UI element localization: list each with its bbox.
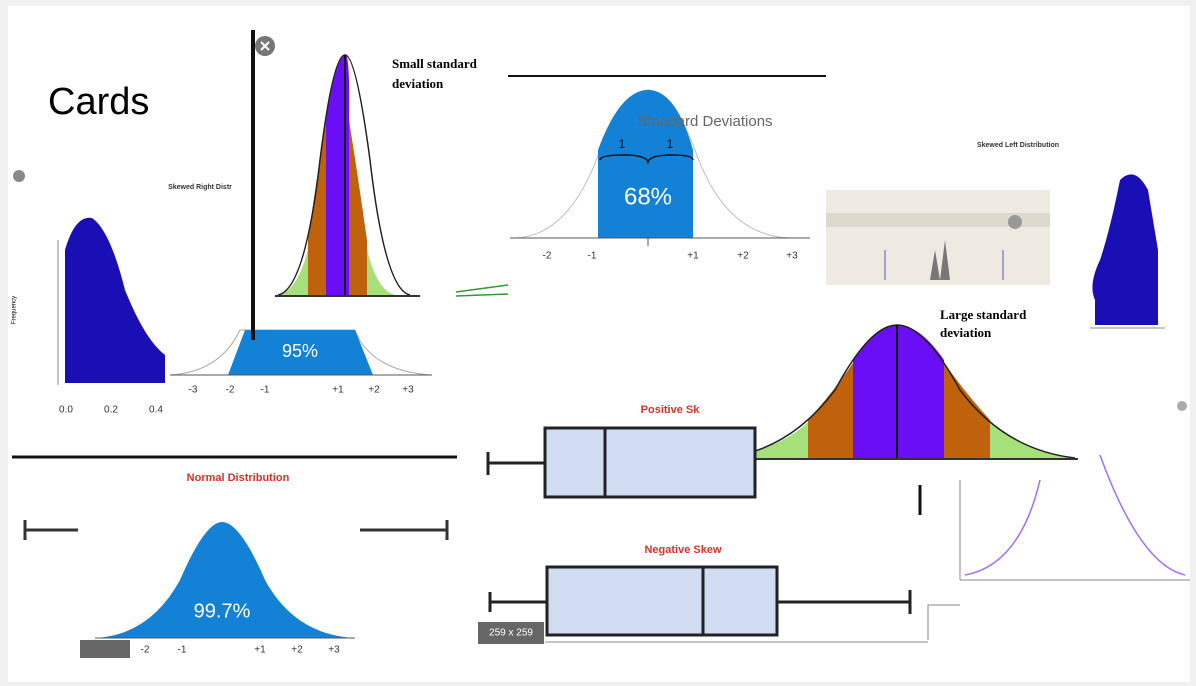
dot (1177, 401, 1187, 411)
badge-label: 259 x 259 (489, 628, 533, 639)
tick-label: -2 (543, 251, 552, 262)
tick-label: +3 (328, 645, 340, 656)
tick-label: -2 (226, 385, 235, 396)
tick-label: +2 (737, 251, 749, 262)
tick-label: +1 (332, 385, 344, 396)
slide: Cards Skewed Right Distr Frequency 0.0 0… (0, 0, 1196, 686)
tick-label: -1 (178, 645, 187, 656)
card-title: Small standard (392, 56, 478, 71)
box (547, 567, 777, 635)
tick-label: +1 (687, 251, 699, 262)
thumbnail (826, 190, 1050, 285)
tick-label: -3 (189, 385, 198, 396)
badge (80, 640, 130, 658)
brace-label: 1 (619, 137, 626, 151)
card-title: Normal Distribution (187, 472, 290, 484)
tick-label: +3 (402, 385, 414, 396)
card-subtitle: deviation (940, 325, 992, 340)
area-label: 99.7% (194, 600, 251, 622)
card-title: Skewed Right Distr (168, 184, 232, 191)
tick-label: +1 (254, 645, 266, 656)
tick-label: -1 (261, 385, 270, 396)
brace-label: 1 (667, 137, 674, 151)
area-label: 95% (282, 341, 318, 361)
slide-title: Cards (48, 81, 149, 123)
tick-label: -2 (141, 645, 150, 656)
tick-label: 0.0 (59, 405, 73, 416)
area-label: 68% (624, 183, 672, 210)
tick-label: +2 (368, 385, 380, 396)
y-label: Frequency (12, 296, 18, 324)
std-dev-card: 1 1 Standard Deviations 68% -2 -1 +1 +2 … (508, 75, 826, 285)
card-title: Skewed Left Distribution (977, 142, 1059, 149)
thumbnail-icon (1008, 215, 1022, 229)
card-subtitle: deviation (392, 76, 444, 91)
tick-label: 0.2 (104, 405, 118, 416)
tick-label: +2 (291, 645, 303, 656)
box (545, 428, 755, 497)
large-sd-card: Large standard deviation (705, 300, 1080, 478)
card-title: Standard Deviations (637, 113, 772, 130)
card-title: Negative Skew (644, 544, 721, 556)
tick-label: -1 (588, 251, 597, 262)
tick-label: 0.4 (149, 405, 163, 416)
tick-label: +3 (786, 251, 798, 262)
card-title: Large standard (940, 307, 1027, 322)
card-title: Positive Sk (641, 404, 701, 416)
dot (13, 170, 25, 182)
